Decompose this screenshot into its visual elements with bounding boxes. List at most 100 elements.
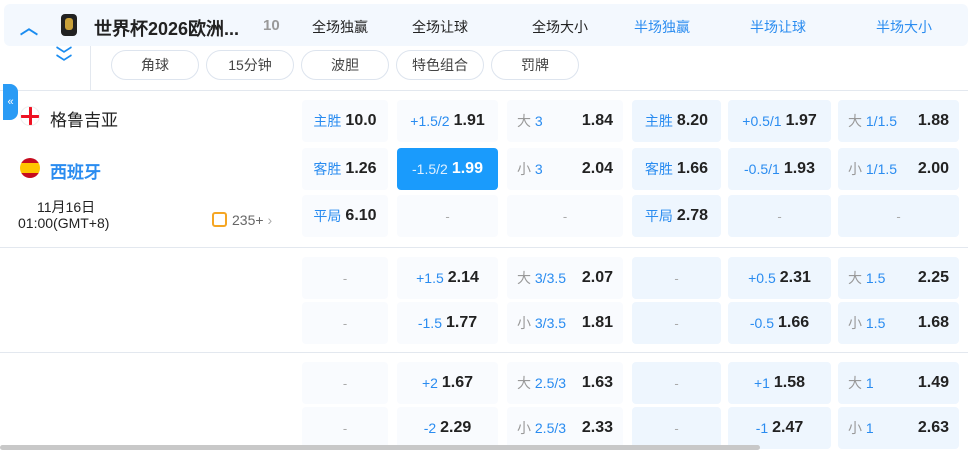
league-title[interactable]: 世界杯2026欧洲... — [94, 19, 240, 39]
odds-cell[interactable]: -0.5/1 1.93 — [728, 148, 831, 190]
odds-cell[interactable]: 小 3 2.04 — [507, 148, 623, 190]
odds-label: +0.5 — [748, 270, 776, 286]
column-header: 半场独赢 — [634, 19, 690, 35]
ou-prefix: 小 — [517, 420, 535, 436]
odds-cell[interactable]: 小 1/1.5 2.00 — [838, 148, 959, 190]
empty-odds: - — [342, 420, 348, 436]
more-markets-link[interactable]: 235+ › — [232, 212, 272, 228]
odds-cell[interactable]: 小 1.5 1.68 — [838, 302, 959, 344]
odds-label: 主胜 — [644, 113, 673, 129]
odds-value: 1.68 — [917, 314, 949, 331]
odds-label: 小 1 — [848, 418, 874, 438]
ou-line: 2.5/3 — [534, 375, 567, 391]
filter-pill[interactable]: 罚牌 — [491, 50, 579, 80]
odds-value: 1.88 — [917, 112, 949, 129]
odds-cell[interactable]: 大 1 1.49 — [838, 362, 959, 404]
odds-cell[interactable]: +1.5/2 1.91 — [397, 100, 498, 142]
horizontal-scrollbar[interactable] — [0, 445, 760, 450]
odds-cell[interactable]: 主胜 8.20 — [632, 100, 721, 142]
odds-cell[interactable]: 大 1.5 2.25 — [838, 257, 959, 299]
odds-value: 6.10 — [345, 207, 377, 224]
filter-pill[interactable]: 15分钟 — [206, 50, 294, 80]
match-time: 01:00(GMT+8) — [18, 215, 110, 231]
odds-label: 大 1/1.5 — [848, 111, 897, 131]
league-header — [4, 4, 968, 46]
empty-odds: - — [562, 208, 568, 224]
odds-label: +0.5/1 — [742, 113, 782, 129]
odds-value: 1.93 — [783, 160, 815, 177]
ou-line: 3 — [534, 161, 543, 177]
odds-cell: - — [507, 195, 623, 237]
odds-cell[interactable]: -2 2.29 — [397, 407, 498, 449]
odds-value: 1.97 — [785, 112, 817, 129]
empty-odds: - — [445, 208, 450, 224]
ou-prefix: 大 — [848, 113, 866, 129]
odds-cell[interactable]: -1 2.47 — [728, 407, 831, 449]
empty-odds: - — [777, 208, 782, 224]
odds-cell: - — [397, 195, 498, 237]
odds-cell[interactable]: 大 3/3.5 2.07 — [507, 257, 623, 299]
ou-line: 1/1.5 — [865, 161, 898, 177]
odds-cell[interactable]: 平局 2.78 — [632, 195, 721, 237]
odds-label: 大 3/3.5 — [517, 268, 566, 288]
column-header: 全场让球 — [412, 19, 468, 35]
home-team[interactable]: 格鲁吉亚 — [50, 111, 118, 130]
empty-odds: - — [674, 375, 679, 391]
odds-cell[interactable]: 主胜 10.0 — [302, 100, 388, 142]
odds-cell[interactable]: +0.5/1 1.97 — [728, 100, 831, 142]
league-logo-icon — [61, 14, 77, 36]
odds-cell: - — [632, 362, 721, 404]
empty-odds: - — [674, 315, 679, 331]
odds-value: 1.84 — [581, 112, 613, 129]
odds-cell: - — [632, 257, 721, 299]
away-team[interactable]: 西班牙 — [50, 163, 101, 182]
odds-label: -0.5/1 — [744, 161, 780, 177]
odds-cell[interactable]: -1.5 1.77 — [397, 302, 498, 344]
ou-line: 3 — [534, 113, 543, 129]
odds-cell[interactable]: +1 1.58 — [728, 362, 831, 404]
odds-value: 2.33 — [581, 419, 613, 436]
odds-value: 1.66 — [676, 160, 709, 177]
ou-line: 1 — [865, 420, 874, 436]
odds-cell[interactable]: 小 2.5/3 2.33 — [507, 407, 623, 449]
odds-cell[interactable]: -0.5 1.66 — [728, 302, 831, 344]
odds-cell[interactable]: +0.5 2.31 — [728, 257, 831, 299]
odds-cell[interactable]: +2 1.67 — [397, 362, 498, 404]
filter-pill[interactable]: 角球 — [111, 50, 199, 80]
odds-cell[interactable]: -1.5/2 1.99 — [397, 148, 498, 190]
sidebar-toggle-button[interactable]: « — [3, 84, 18, 120]
odds-label: 大 2.5/3 — [517, 373, 566, 393]
ou-prefix: 大 — [848, 375, 866, 391]
spain-flag-icon — [20, 158, 40, 178]
ou-line: 1 — [865, 375, 874, 391]
odds-cell[interactable]: 客胜 1.66 — [632, 148, 721, 190]
empty-odds: - — [342, 315, 348, 331]
odds-cell[interactable]: 大 3 1.84 — [507, 100, 623, 142]
ou-line: 3/3.5 — [534, 315, 567, 331]
expand-icon[interactable]: ﹀ ﹀ — [56, 47, 73, 72]
odds-cell[interactable]: 平局 6.10 — [302, 195, 388, 237]
odds-cell[interactable]: 大 2.5/3 1.63 — [507, 362, 623, 404]
ou-prefix: 小 — [848, 161, 866, 177]
filter-pill[interactable]: 波胆 — [301, 50, 389, 80]
filter-pill[interactable]: 特色组合 — [396, 50, 484, 80]
odds-value: 2.07 — [581, 269, 613, 286]
odds-cell[interactable]: 客胜 1.26 — [302, 148, 388, 190]
odds-label: 平局 — [644, 208, 673, 224]
collapse-icon[interactable]: ︿ — [20, 18, 38, 38]
ou-prefix: 小 — [517, 315, 535, 331]
odds-cell[interactable]: 小 3/3.5 1.81 — [507, 302, 623, 344]
odds-value: 1.77 — [445, 314, 478, 331]
ou-prefix: 大 — [848, 270, 866, 286]
odds-label: 大 1 — [848, 373, 874, 393]
odds-cell[interactable]: +1.5 2.14 — [397, 257, 498, 299]
odds-label: 小 3 — [517, 159, 543, 179]
odds-value: 1.63 — [581, 374, 613, 391]
odds-label: +2 — [421, 375, 438, 391]
ou-prefix: 小 — [848, 315, 866, 331]
ou-prefix: 小 — [517, 161, 535, 177]
odds-cell[interactable]: 大 1/1.5 1.88 — [838, 100, 959, 142]
empty-odds: - — [674, 270, 679, 286]
odds-cell[interactable]: 小 1 2.63 — [838, 407, 959, 449]
ou-prefix: 大 — [517, 113, 535, 129]
